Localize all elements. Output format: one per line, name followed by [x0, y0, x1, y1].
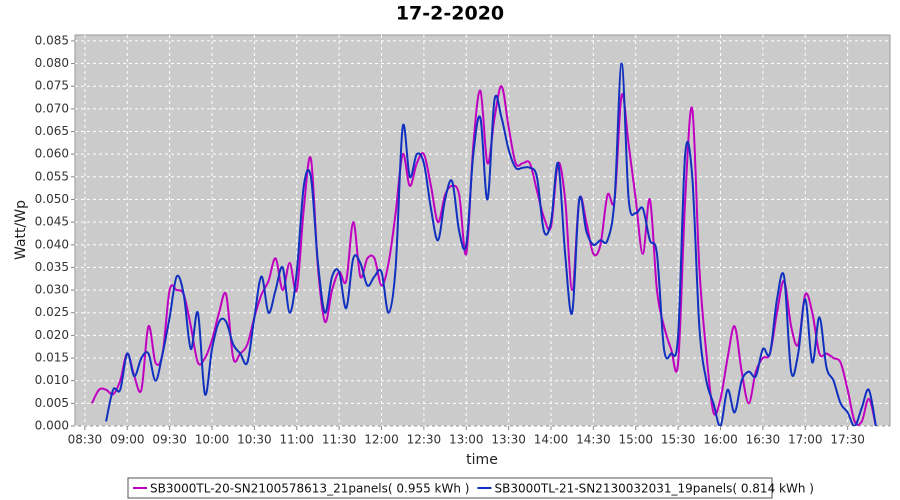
y-tick-label: 0.050: [35, 192, 69, 206]
x-tick-label: 12:00: [364, 433, 399, 447]
legend-label: SB3000TL-21-SN2130032031_19panels( 0.814…: [494, 482, 813, 496]
x-tick-label: 17:00: [788, 433, 823, 447]
series-line: [91, 85, 877, 426]
y-tick-label: 0.065: [35, 124, 69, 138]
y-tick-label: 0.060: [35, 147, 69, 161]
x-tick-label: 17:30: [830, 433, 865, 447]
x-tick-label: 09:00: [110, 433, 145, 447]
y-axis-label: Watt/Wp: [13, 200, 29, 260]
y-tick-label: 0.070: [35, 101, 69, 115]
x-tick-label: 14:00: [534, 433, 569, 447]
chart-title: 17-2-2020: [396, 3, 504, 25]
x-axis-label: time: [466, 452, 498, 468]
y-tick-label: 0.040: [35, 237, 69, 251]
x-tick-label: 16:00: [703, 433, 738, 447]
x-tick-label: 15:00: [618, 433, 653, 447]
y-tick-label: 0.085: [35, 33, 69, 47]
y-tick-label: 0.015: [35, 351, 69, 365]
y-tick-label: 0.035: [35, 260, 69, 274]
series-group: [91, 62, 877, 426]
y-tick-label: 0.045: [35, 215, 69, 229]
x-tick-label: 16:30: [746, 433, 781, 447]
x-tick-label: 10:30: [237, 433, 272, 447]
x-tick-label: 08:30: [68, 433, 103, 447]
x-tick-label: 11:00: [279, 433, 314, 447]
x-tick-label: 10:00: [195, 433, 230, 447]
y-tick-label: 0.025: [35, 305, 69, 319]
legend-box: [127, 477, 773, 499]
y-tick-label: 0.005: [35, 396, 69, 410]
y-tick-label: 0.030: [35, 283, 69, 297]
x-tick-label: 11:30: [322, 433, 357, 447]
y-tick-label: 0.055: [35, 169, 69, 183]
legend-label: SB3000TL-20-SN2100578613_21panels( 0.955…: [150, 482, 469, 496]
x-tick-label: 09:30: [152, 433, 187, 447]
x-tick-label: 13:30: [491, 433, 526, 447]
y-tick-label: 0.075: [35, 79, 69, 93]
x-tick-label: 12:30: [407, 433, 442, 447]
plot-area: [74, 34, 891, 427]
y-tick-label: 0.020: [35, 328, 69, 342]
x-tick-label: 15:30: [661, 433, 696, 447]
series-line: [105, 62, 877, 426]
x-tick-label: 13:00: [449, 433, 484, 447]
y-tick-label: 0.080: [35, 56, 69, 70]
y-tick-label: 0.000: [35, 419, 69, 433]
x-tick-label: 14:30: [576, 433, 611, 447]
y-tick-label: 0.010: [35, 373, 69, 387]
